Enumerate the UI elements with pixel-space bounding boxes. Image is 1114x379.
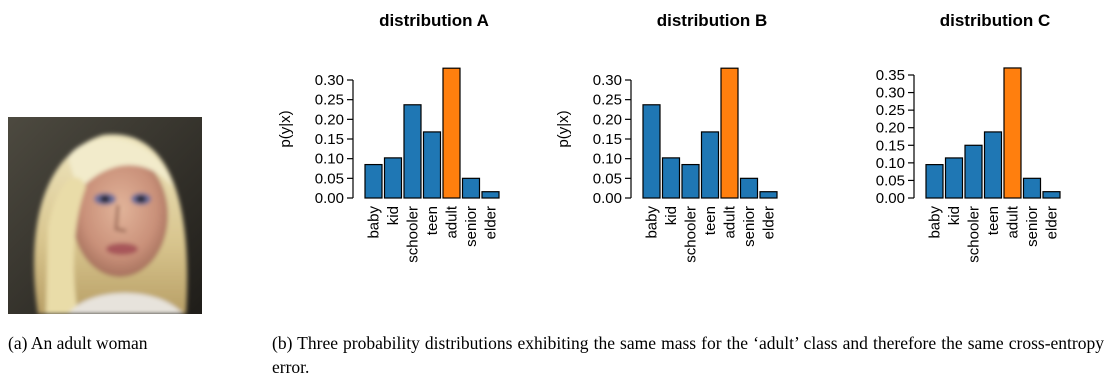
category-label-b-kid: kid [663,206,680,225]
y-axis-label-b: p(y|x) [555,110,572,147]
chart-title-c: distribution C [940,11,1050,30]
y-tick-label-c-1: 0.05 [876,172,905,189]
category-label-b-baby: baby [644,206,661,239]
category-label-b-schooler: schooler [683,206,700,263]
category-label-a-elder: elder [483,206,500,239]
y-tick-label-b-1: 0.05 [593,170,622,187]
bar-a-baby [364,163,383,199]
bar-a-senior [461,177,481,199]
y-tick-label-b-3: 0.15 [593,131,622,148]
y-tick-label-a-0: 0.00 [315,190,344,207]
y-tick-label-a-6: 0.30 [315,72,344,89]
bar-a-schooler [403,104,422,199]
bar-b-kid [661,157,681,199]
bar-b-schooler [681,163,700,199]
y-tick-label-c-7: 0.35 [876,67,905,84]
bar-b-teen [700,131,720,199]
panel-b-caption: (b) Three probability distributions exhi… [272,333,1104,377]
chart-title-a: distribution A [379,11,489,30]
bar-a-kid [383,157,403,199]
y-tick-label-c-6: 0.30 [876,85,905,102]
category-label-b-senior: senior [741,206,758,247]
y-axis-label-a: p(y|x) [277,110,294,147]
category-label-b-adult: adult [722,205,739,238]
bar-b-adult [720,67,739,199]
category-label-c-adult: adult [1005,205,1022,238]
chart-title-b: distribution B [657,11,767,30]
y-tick-label-c-2: 0.10 [876,155,905,172]
bar-c-senior [1022,177,1042,199]
bar-c-adult [1003,67,1022,199]
y-tick-label-b-5: 0.25 [593,92,622,109]
distribution-charts: distribution A0.000.050.100.150.200.250.… [277,11,1061,263]
y-tick-label-a-4: 0.20 [315,111,344,128]
category-label-a-teen: teen [424,206,441,235]
bar-b-elder [759,191,778,199]
bar-c-kid [944,157,964,199]
bar-c-baby [925,164,944,199]
category-label-a-schooler: schooler [405,206,422,263]
y-tick-label-b-4: 0.20 [593,111,622,128]
y-tick-label-a-2: 0.10 [315,151,344,168]
bar-c-teen [983,131,1003,199]
y-tick-label-a-1: 0.05 [315,170,344,187]
category-label-b-teen: teen [702,206,719,235]
bar-c-elder [1042,191,1061,199]
y-tick-label-b-6: 0.30 [593,72,622,89]
category-label-a-adult: adult [444,205,461,238]
bar-a-elder [481,191,500,199]
y-tick-label-a-3: 0.15 [315,131,344,148]
bar-a-teen [422,131,442,199]
bar-a-adult [442,67,461,199]
portrait-photo [8,117,202,314]
y-tick-label-c-5: 0.25 [876,102,905,119]
y-tick-label-b-2: 0.10 [593,151,622,168]
y-tick-label-c-4: 0.20 [876,120,905,137]
bar-c-schooler [964,144,983,199]
bar-b-baby [642,104,661,199]
category-label-c-kid: kid [946,206,963,225]
category-label-b-elder: elder [761,206,778,239]
bar-b-senior [739,177,759,199]
category-label-c-elder: elder [1044,206,1061,239]
category-label-a-senior: senior [463,206,480,247]
y-tick-label-c-0: 0.00 [876,190,905,207]
panel-a-caption: (a) An adult woman [8,333,148,353]
y-tick-label-a-5: 0.25 [315,92,344,109]
category-label-c-baby: baby [927,206,944,239]
y-tick-label-b-0: 0.00 [593,190,622,207]
category-label-a-baby: baby [366,206,383,239]
category-label-a-kid: kid [385,206,402,225]
y-tick-label-c-3: 0.15 [876,137,905,154]
category-label-c-teen: teen [985,206,1002,235]
category-label-c-schooler: schooler [966,206,983,263]
category-label-c-senior: senior [1024,206,1041,247]
